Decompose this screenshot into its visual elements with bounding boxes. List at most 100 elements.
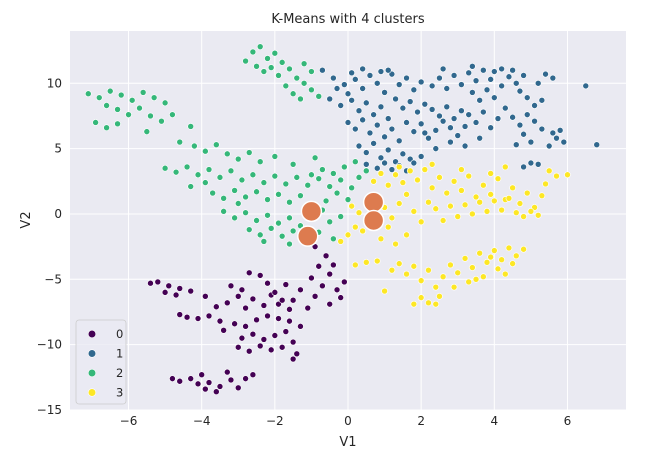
point-cluster-1 [498, 65, 505, 73]
point-cluster-0 [238, 286, 246, 294]
point-cluster-1 [498, 82, 505, 90]
point-cluster-2 [249, 171, 257, 179]
point-cluster-2 [286, 240, 293, 248]
point-cluster-0 [249, 330, 257, 338]
point-cluster-1 [542, 70, 549, 78]
point-cluster-1 [381, 133, 388, 141]
point-cluster-1 [553, 134, 560, 142]
point-cluster-2 [282, 82, 290, 90]
point-cluster-1 [403, 74, 410, 82]
point-cluster-0 [271, 289, 279, 296]
point-cluster-3 [414, 176, 421, 184]
point-cluster-2 [92, 119, 99, 126]
point-cluster-3 [403, 270, 410, 278]
point-cluster-3 [461, 201, 469, 209]
point-cluster-0 [271, 332, 279, 339]
point-cluster-3 [432, 205, 440, 213]
point-cluster-1 [520, 163, 527, 171]
point-cluster-0 [183, 313, 191, 321]
point-cluster-3 [480, 273, 487, 280]
y-axis-label: V2 [19, 211, 34, 228]
point-cluster-1 [476, 96, 483, 104]
point-cluster-2 [169, 111, 176, 118]
point-cluster-1 [534, 79, 542, 87]
point-cluster-0 [286, 306, 293, 313]
point-cluster-0 [278, 343, 286, 351]
point-cluster-3 [388, 266, 396, 274]
point-cluster-1 [417, 153, 425, 160]
centroid-point [297, 225, 319, 247]
point-cluster-3 [417, 218, 425, 226]
point-cluster-2 [275, 72, 282, 79]
point-cluster-1 [414, 108, 421, 116]
point-cluster-3 [355, 209, 363, 216]
point-cluster-2 [330, 170, 337, 177]
point-cluster-1 [348, 96, 355, 104]
point-cluster-3 [352, 261, 359, 269]
point-cluster-1 [410, 86, 418, 94]
point-cluster-1 [399, 104, 407, 112]
point-cluster-1 [362, 161, 370, 168]
point-cluster-0 [198, 371, 205, 379]
point-cluster-2 [227, 167, 235, 175]
point-cluster-3 [469, 264, 476, 271]
point-cluster-3 [461, 255, 469, 262]
x-tick-label: −2 [266, 414, 284, 428]
point-cluster-2 [271, 172, 279, 180]
point-cluster-1 [384, 115, 392, 122]
point-cluster-3 [377, 170, 385, 177]
point-cluster-3 [417, 277, 425, 284]
point-cluster-3 [370, 177, 377, 185]
point-cluster-1 [392, 95, 399, 103]
point-cluster-2 [242, 57, 249, 65]
point-cluster-3 [395, 260, 403, 267]
point-cluster-0 [260, 302, 268, 309]
point-cluster-0 [176, 377, 184, 385]
point-cluster-0 [216, 317, 224, 325]
point-cluster-1 [333, 85, 341, 92]
point-cluster-3 [436, 174, 443, 181]
point-cluster-2 [95, 94, 103, 101]
point-cluster-2 [289, 90, 297, 98]
point-cluster-2 [183, 163, 191, 171]
point-cluster-1 [439, 65, 447, 73]
point-cluster-1 [509, 113, 516, 121]
point-cluster-3 [520, 245, 527, 253]
point-cluster-0 [194, 315, 202, 322]
y-tick-label: 0 [54, 207, 62, 221]
point-cluster-1 [352, 76, 359, 83]
point-cluster-0 [234, 292, 242, 300]
point-cluster-0 [333, 286, 341, 294]
point-cluster-1 [593, 141, 601, 148]
point-cluster-1 [436, 112, 443, 120]
point-cluster-0 [172, 291, 180, 299]
point-cluster-1 [366, 129, 374, 137]
x-tick-label: −4 [193, 414, 211, 428]
point-cluster-0 [341, 278, 348, 286]
point-cluster-2 [234, 155, 242, 163]
point-cluster-0 [326, 270, 334, 278]
point-cluster-0 [315, 262, 323, 270]
point-cluster-0 [223, 299, 231, 307]
point-cluster-3 [381, 287, 388, 295]
point-cluster-2 [297, 95, 304, 103]
point-cluster-1 [399, 150, 407, 158]
point-cluster-1 [545, 142, 553, 150]
point-cluster-0 [289, 338, 297, 346]
point-cluster-2 [245, 226, 253, 233]
point-cluster-3 [527, 208, 535, 215]
chart-title: K-Means with 4 clusters [271, 12, 425, 27]
point-cluster-3 [410, 262, 418, 270]
point-cluster-3 [432, 283, 440, 291]
point-cluster-2 [242, 193, 249, 201]
point-cluster-0 [253, 316, 260, 324]
point-cluster-2 [256, 43, 264, 50]
point-cluster-1 [494, 115, 502, 122]
point-cluster-2 [308, 68, 315, 75]
point-cluster-3 [388, 214, 396, 222]
x-tick-label: 4 [490, 414, 498, 428]
point-cluster-2 [333, 189, 341, 197]
point-cluster-1 [344, 119, 352, 126]
point-cluster-1 [501, 104, 509, 112]
point-cluster-0 [223, 368, 231, 376]
